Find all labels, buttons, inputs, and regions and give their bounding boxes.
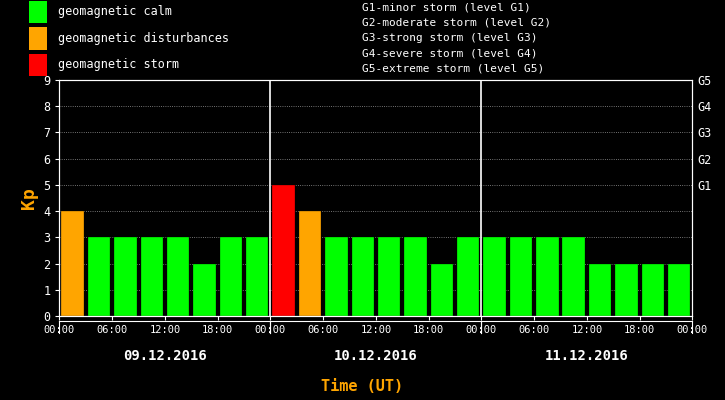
Bar [220, 237, 242, 316]
Bar [457, 237, 479, 316]
Bar [536, 237, 558, 316]
Bar [563, 237, 585, 316]
Bar [29, 1, 47, 23]
Bar [668, 264, 690, 316]
Bar [642, 264, 664, 316]
Text: geomagnetic storm: geomagnetic storm [58, 58, 179, 71]
Text: G5-extreme storm (level G5): G5-extreme storm (level G5) [362, 63, 544, 73]
Text: 11.12.2016: 11.12.2016 [545, 349, 629, 363]
Y-axis label: Kp: Kp [20, 187, 38, 209]
Text: G4-severe storm (level G4): G4-severe storm (level G4) [362, 48, 538, 58]
Text: 09.12.2016: 09.12.2016 [123, 349, 207, 363]
Text: G3-strong storm (level G3): G3-strong storm (level G3) [362, 33, 538, 43]
Bar [29, 27, 47, 50]
Bar [431, 264, 453, 316]
Bar [88, 237, 110, 316]
Bar [246, 237, 268, 316]
Bar [325, 237, 347, 316]
Text: geomagnetic disturbances: geomagnetic disturbances [58, 32, 229, 45]
Bar [141, 237, 163, 316]
Bar [194, 264, 216, 316]
Text: 10.12.2016: 10.12.2016 [334, 349, 418, 363]
Text: Time (UT): Time (UT) [321, 379, 404, 394]
Bar [589, 264, 611, 316]
Bar [273, 185, 295, 316]
Bar [510, 237, 532, 316]
Bar [484, 237, 506, 316]
Bar [29, 54, 47, 76]
Bar [405, 237, 427, 316]
Bar [352, 237, 374, 316]
Text: geomagnetic calm: geomagnetic calm [58, 6, 172, 18]
Bar [299, 211, 321, 316]
Bar [378, 237, 400, 316]
Bar [114, 237, 136, 316]
Bar [167, 237, 189, 316]
Bar [616, 264, 638, 316]
Bar [62, 211, 84, 316]
Text: G2-moderate storm (level G2): G2-moderate storm (level G2) [362, 18, 552, 28]
Text: G1-minor storm (level G1): G1-minor storm (level G1) [362, 2, 531, 12]
